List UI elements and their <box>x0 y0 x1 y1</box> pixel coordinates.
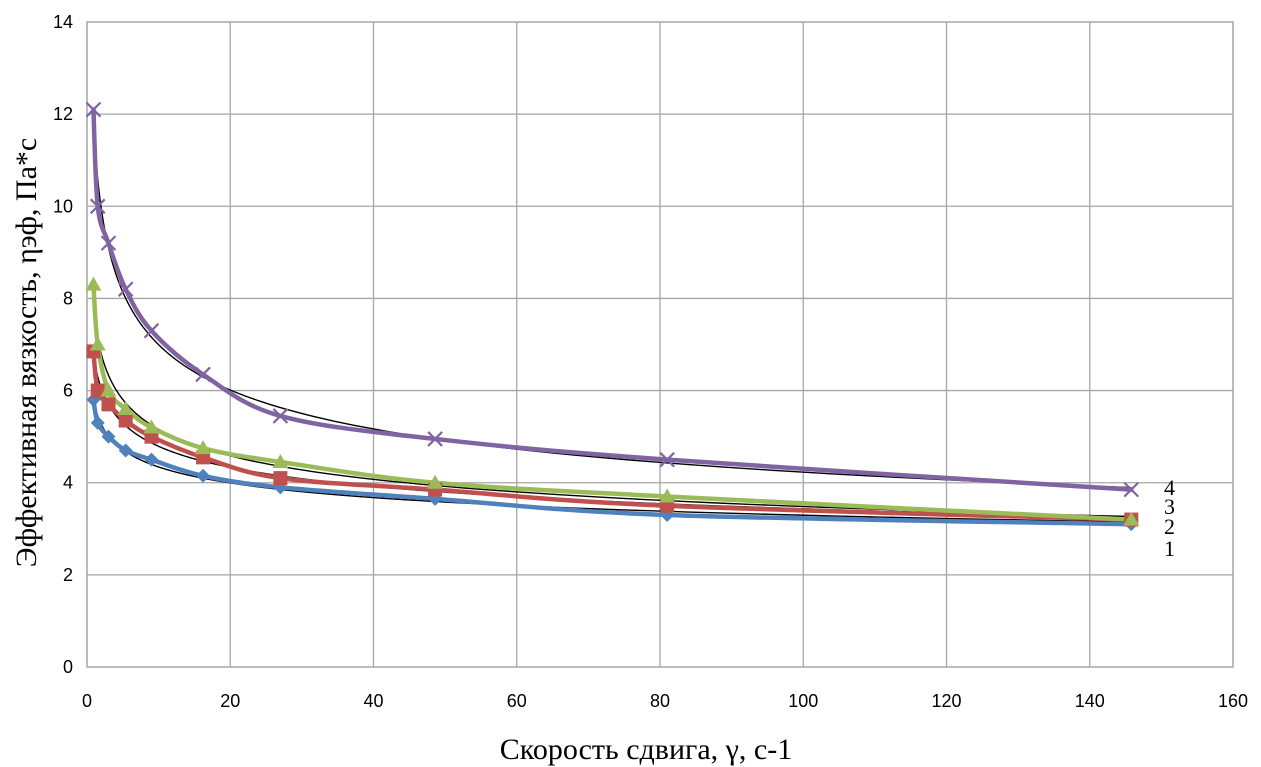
point-series-3 <box>427 474 444 489</box>
series-group <box>85 101 1140 532</box>
series-line-4 <box>91 107 1134 492</box>
x-tick-labels: 0 20 40 60 80 100 120 140 160 <box>82 691 1248 711</box>
point-series-1 <box>118 443 133 458</box>
point-series-1 <box>144 452 159 467</box>
x-tick-label: 0 <box>82 691 92 711</box>
y-tick-label: 10 <box>53 196 73 216</box>
x-tick-label: 80 <box>650 691 670 711</box>
x-tick-label: 40 <box>363 691 383 711</box>
x-tick-label: 160 <box>1218 691 1248 711</box>
point-series-3 <box>659 488 676 503</box>
y-tick-label: 2 <box>63 565 73 585</box>
point-series-3 <box>89 336 106 351</box>
x-tick-label: 140 <box>1075 691 1105 711</box>
y-tick-label: 14 <box>53 12 73 32</box>
point-series-3 <box>85 276 102 291</box>
point-series-3 <box>117 401 134 415</box>
point-series-2 <box>101 397 116 412</box>
point-series-3 <box>1123 511 1140 526</box>
series-end-label-1: 1 <box>1164 536 1175 561</box>
point-series-4 <box>117 281 134 297</box>
point-series-4 <box>659 451 675 468</box>
series-end-label-4: 4 <box>1164 475 1175 500</box>
point-series-2 <box>118 413 133 428</box>
point-series-3 <box>143 419 160 434</box>
point-series-4 <box>427 431 443 447</box>
y-tick-label: 12 <box>53 104 73 124</box>
x-tick-label: 20 <box>220 691 240 711</box>
point-series-4 <box>85 101 102 118</box>
y-tick-label: 0 <box>63 657 73 677</box>
point-series-2 <box>90 383 105 398</box>
point-series-4 <box>89 198 106 215</box>
point-series-2 <box>273 471 288 486</box>
point-series-4 <box>143 322 160 339</box>
y-axis-title: Эффективная вязкость, ηэф, Па*с <box>10 138 43 567</box>
point-series-4 <box>195 366 211 383</box>
point-series-3 <box>100 382 117 397</box>
x-tick-label: 100 <box>788 691 818 711</box>
point-series-1 <box>101 429 116 444</box>
point-series-1 <box>90 415 105 430</box>
series-end-label-3: 3 <box>1164 494 1175 519</box>
y-tick-label: 6 <box>63 381 73 401</box>
point-series-4 <box>100 235 117 251</box>
x-tick-label: 120 <box>931 691 961 711</box>
x-tick-label: 60 <box>507 691 527 711</box>
series-end-label-2: 2 <box>1164 514 1175 539</box>
point-series-1 <box>196 468 211 483</box>
y-tick-labels: 0 2 4 6 8 10 12 14 <box>53 12 73 677</box>
point-series-4 <box>272 408 289 424</box>
point-series-3 <box>195 440 212 455</box>
point-series-4 <box>1123 481 1140 498</box>
x-axis-title: Скорость сдвига, γ, с-1 <box>500 733 792 766</box>
y-tick-label: 4 <box>63 473 73 493</box>
point-series-3 <box>272 453 289 468</box>
y-tick-label: 8 <box>63 288 73 308</box>
